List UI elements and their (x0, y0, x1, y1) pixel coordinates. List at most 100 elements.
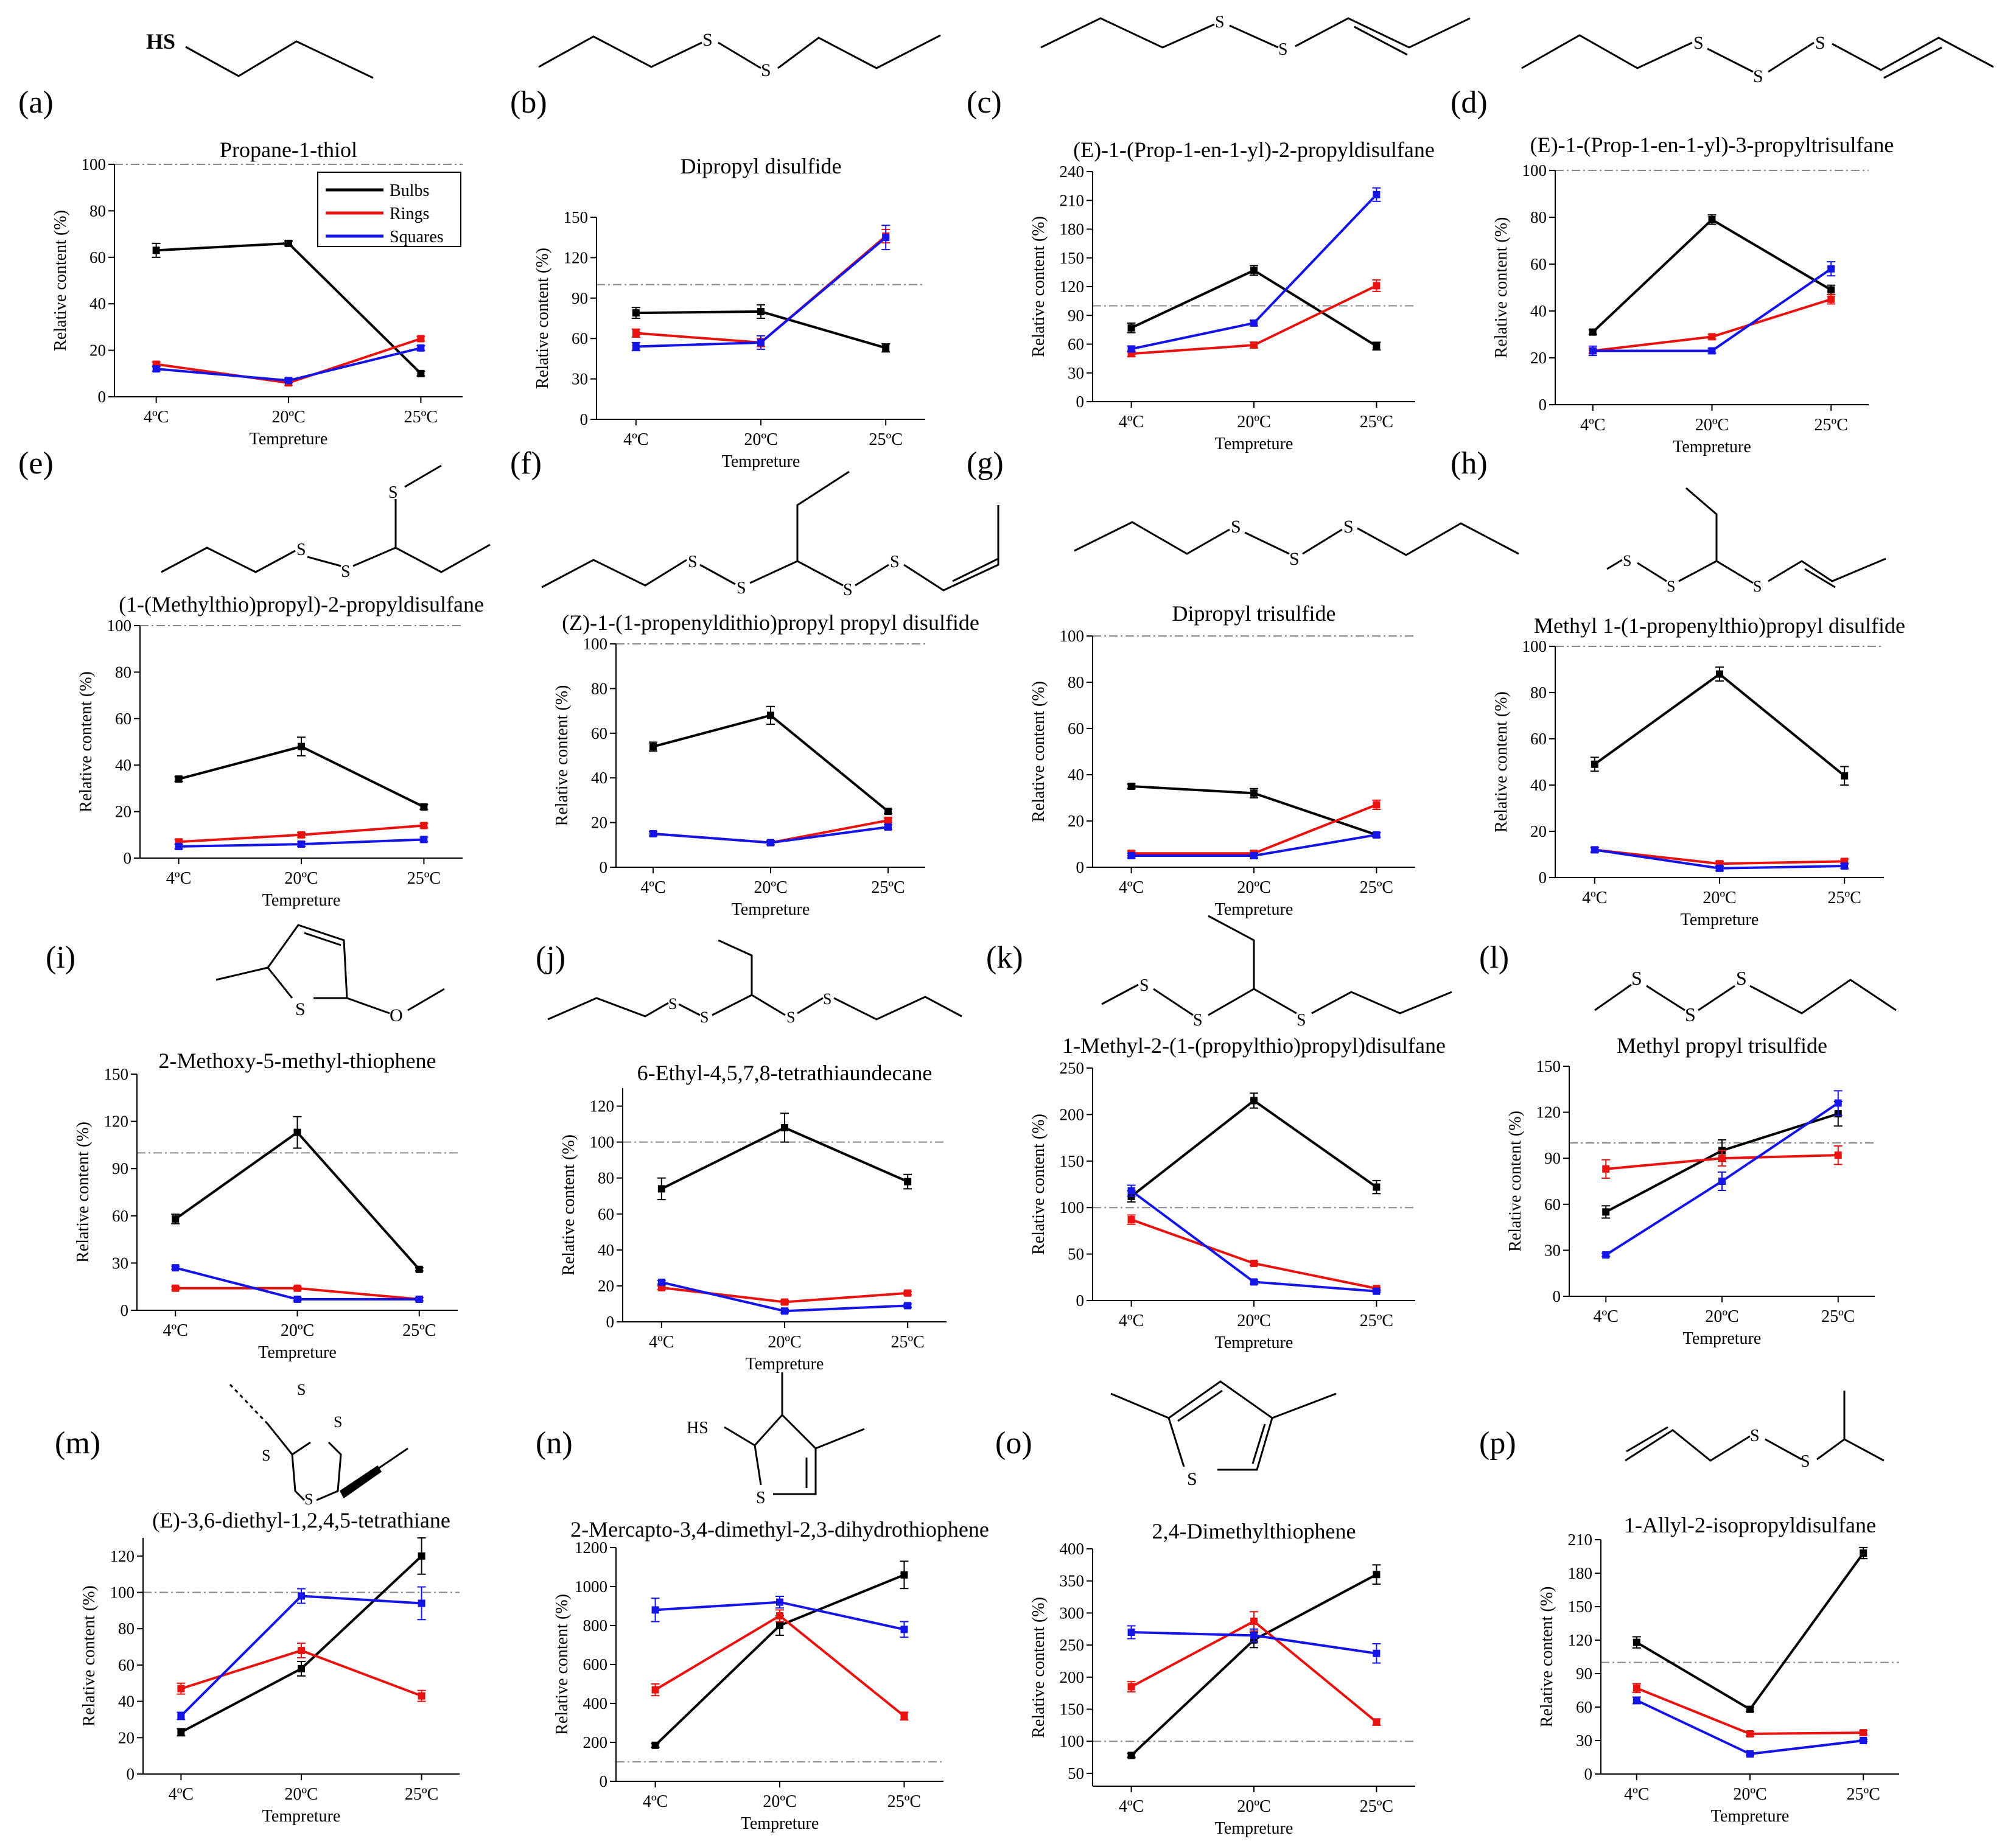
panel-j-x-tick-label: 20ºC (768, 1333, 801, 1352)
panel-d-y-tick-label: 60 (1530, 255, 1547, 273)
panel-m-y-tick-label: 80 (118, 1619, 135, 1638)
panel-l-title: Methyl propyl trisulfide (1617, 1033, 1827, 1058)
panel-p-y-tick-label: 60 (1576, 1698, 1592, 1716)
panel-e-point-rings (420, 822, 428, 829)
panel-i-y-tick-label: 0 (121, 1301, 129, 1319)
panel-h-point-squares (1591, 846, 1598, 854)
panel-b-point-bulbs (757, 307, 765, 315)
panel-b: (b) Dipropyl disulfide 0 30 60 90 120 150 4ºC 20º… (510, 85, 925, 471)
panel-e-point-bulbs (298, 742, 305, 750)
panel-i-x-axis-label: Tempreture (258, 1343, 337, 1362)
panel-h-title: Methyl 1-(1-propenylthio)propyl disulfid… (1534, 613, 1905, 638)
panel-m-y-axis-label: Relative content (%) (80, 1585, 99, 1727)
panel-g-y-axis-label: Relative content (%) (1029, 681, 1048, 822)
svg-text:S: S (702, 30, 713, 50)
panel-o-point-squares (1250, 1632, 1258, 1640)
panel-p-point-squares (1633, 1697, 1640, 1704)
panel-k-y-tick-label: 250 (1060, 1059, 1085, 1077)
panel-e-point-bulbs (420, 803, 428, 811)
panel-k-x-tick-label: 25ºC (1360, 1311, 1393, 1330)
structure-p: S S (1625, 1391, 1885, 1471)
svg-text:S: S (1623, 552, 1631, 570)
panel-e-y-tick-label: 20 (115, 803, 131, 821)
panel-k-y-axis-label: Relative content (%) (1029, 1114, 1048, 1255)
panel-i-point-squares (172, 1264, 180, 1272)
panel-l-x-axis-label: Tempreture (1683, 1329, 1762, 1348)
panel-a-point-bulbs (285, 239, 292, 247)
panel-p-y-tick-label: 0 (1584, 1765, 1593, 1783)
panel-o-x-tick-label: 20ºC (1237, 1797, 1270, 1816)
panel-i-point-bulbs (293, 1128, 301, 1136)
panel-b-letter: (b) (510, 85, 547, 120)
panel-n: (n) 2-Mercapto-3,4-dimethyl-2,3-dihydroth… (536, 1426, 989, 1833)
panel-k-y-tick-label: 50 (1068, 1245, 1084, 1263)
panel-n-y-tick-label: 1000 (575, 1577, 607, 1596)
panel-i-point-rings (293, 1284, 301, 1292)
panel-f-point-bulbs (649, 742, 657, 750)
panel-f-point-rings (884, 816, 892, 824)
panel-k-point-bulbs (1373, 1183, 1381, 1191)
panel-g-title: Dipropyl trisulfide (1172, 601, 1336, 626)
svg-text:S: S (843, 581, 853, 599)
panel-p-x-tick-label: 25ºC (1847, 1785, 1880, 1804)
panel-d-x-tick-label: 20ºC (1695, 416, 1729, 435)
panel-n-y-tick-label: 200 (583, 1733, 608, 1751)
svg-text:S: S (1736, 967, 1747, 989)
panel-c-point-rings (1250, 341, 1258, 349)
panel-c-x-tick-label: 4ºC (1119, 413, 1144, 431)
panel-e-point-bulbs (175, 775, 183, 783)
panel-n-y-tick-label: 400 (583, 1694, 608, 1713)
panel-n-letter: (n) (536, 1426, 573, 1461)
panel-b-point-squares (882, 234, 890, 242)
panel-p-point-rings (1860, 1729, 1867, 1737)
panel-e-y-tick-label: 80 (115, 663, 131, 681)
panel-k-x-tick-label: 4ºC (1119, 1311, 1144, 1330)
panel-n-y-tick-label: 1200 (575, 1538, 607, 1557)
panel-e-y-tick-label: 60 (115, 710, 131, 728)
panel-d-x-tick-label: 25ºC (1815, 416, 1848, 435)
panel-n-x-axis-label: Tempreture (741, 1814, 819, 1833)
panel-m-point-bulbs (177, 1728, 185, 1736)
panel-m-x-tick-label: 4ºC (169, 1785, 194, 1804)
legend-box (317, 172, 461, 247)
panel-p-point-squares (1746, 1750, 1754, 1758)
panel-c-point-bulbs (1250, 267, 1258, 274)
svg-text:S: S (700, 1008, 709, 1026)
panel-c-y-tick-label: 0 (1076, 393, 1085, 411)
panel-p-point-bulbs (1633, 1638, 1640, 1646)
panel-i: (i) 2-Methoxy-5-methyl-thiophene 0 30 60 90 12… (46, 940, 458, 1362)
legend-item-rings: Rings (326, 204, 429, 223)
panel-m: (m) (E)-3,6-diethyl-1,2,4,5-tetrathiane 0 2… (55, 1426, 460, 1826)
panel-e-y-tick-label: 40 (115, 756, 131, 774)
svg-text:S: S (1139, 976, 1149, 995)
panel-c-x-tick-label: 25ºC (1360, 413, 1393, 431)
panel-o-y-tick-label: 350 (1060, 1572, 1085, 1590)
panel-m-point-rings (177, 1685, 185, 1692)
panel-m-title: (E)-3,6-diethyl-1,2,4,5-tetrathiane (152, 1508, 450, 1532)
panel-o-y-tick-label: 50 (1068, 1764, 1084, 1783)
panel-h-point-bulbs (1591, 760, 1598, 768)
panel-o-point-rings (1373, 1718, 1381, 1726)
svg-text:S: S (1343, 517, 1354, 537)
panel-p-title: 1-Allyl-2-isopropyldisulfane (1624, 1513, 1876, 1537)
panel-l-y-tick-label: 90 (1544, 1149, 1561, 1167)
panel-g-y-tick-label: 0 (1076, 858, 1085, 876)
panel-j-letter: (j) (536, 940, 565, 975)
panel-j-title: 6-Ethyl-4,5,7,8-tetrathiaundecane (637, 1061, 933, 1085)
panel-i-title: 2-Methoxy-5-methyl-thiophene (159, 1049, 436, 1073)
panel-f-letter: (f) (510, 446, 542, 481)
panel-k-letter: (k) (986, 940, 1023, 975)
panel-n-point-squares (776, 1598, 783, 1606)
panel-m-y-tick-label: 60 (118, 1656, 135, 1674)
panel-j-y-tick-label: 60 (598, 1205, 614, 1223)
panel-j-point-bulbs (904, 1178, 912, 1186)
panel-d-x-tick-label: 4ºC (1580, 416, 1605, 435)
panel-e-point-squares (420, 836, 428, 843)
panel-f-y-tick-label: 100 (583, 635, 608, 653)
panel-b-point-bulbs (882, 344, 890, 352)
panel-b-y-tick-label: 0 (580, 410, 589, 428)
panel-j-point-bulbs (657, 1185, 665, 1193)
panel-c-point-squares (1127, 345, 1135, 353)
panel-b-title: Dipropyl disulfide (681, 154, 842, 178)
panel-f-y-axis-label: Relative content (%) (553, 685, 572, 826)
